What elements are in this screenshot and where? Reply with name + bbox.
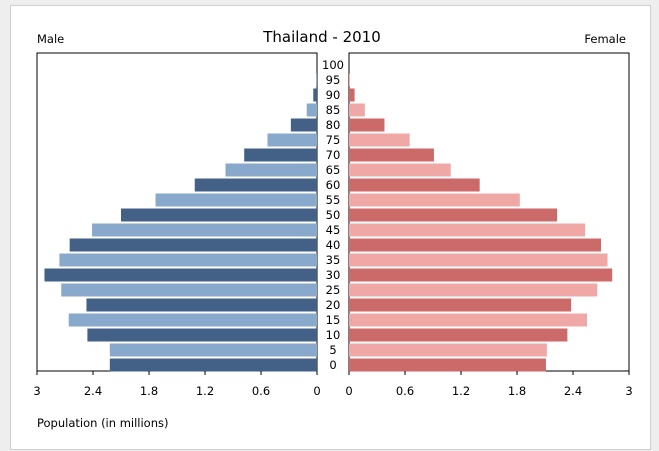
male-tick-label: 3 (33, 384, 40, 398)
female-tick-label: 1.2 (452, 384, 470, 398)
age-label-90: 90 (326, 88, 341, 102)
age-label-65: 65 (326, 163, 341, 177)
age-label-40: 40 (326, 238, 341, 252)
female-bar-35 (349, 253, 608, 267)
male-bars (44, 73, 318, 372)
male-bar-65 (225, 163, 317, 177)
female-bar-85 (349, 103, 365, 117)
male-bar-35 (59, 253, 318, 267)
age-labels: 0510152025303540455055606570758085909510… (322, 58, 344, 372)
age-label-0: 0 (329, 358, 336, 372)
male-bar-20 (86, 298, 317, 312)
female-bar-75 (349, 133, 410, 147)
female-bar-70 (349, 148, 434, 162)
age-label-10: 10 (326, 328, 341, 342)
age-label-80: 80 (326, 118, 341, 132)
male-bar-70 (244, 148, 317, 162)
male-bar-85 (306, 103, 317, 117)
female-bars (349, 73, 613, 372)
female-bar-25 (349, 283, 598, 297)
population-pyramid-chart: Thailand - 2010 Male Female 051015202530… (33, 28, 633, 430)
male-tick-label: 0 (313, 384, 320, 398)
male-bar-45 (92, 223, 317, 237)
age-label-75: 75 (326, 133, 341, 147)
female-bar-80 (349, 118, 385, 132)
male-bar-30 (44, 268, 317, 282)
male-bar-60 (194, 178, 317, 192)
age-label-55: 55 (326, 193, 341, 207)
age-label-60: 60 (326, 178, 341, 192)
male-bar-25 (61, 283, 318, 297)
female-bar-55 (349, 193, 520, 207)
age-label-25: 25 (326, 283, 341, 297)
female-label: Female (584, 32, 626, 46)
male-bar-40 (69, 238, 317, 252)
female-tick-label: 0 (345, 384, 352, 398)
female-bar-90 (349, 88, 355, 102)
x-axis-label: Population (in millions) (37, 416, 169, 430)
male-bar-0 (109, 358, 317, 372)
female-bar-45 (349, 223, 586, 237)
female-axis-ticks: 0 0.6 1.2 1.8 2.4 3 (345, 371, 633, 398)
male-bar-75 (267, 133, 317, 147)
female-bar-10 (349, 328, 568, 342)
female-bar-65 (349, 163, 451, 177)
male-bar-10 (87, 328, 318, 342)
male-bar-90 (313, 88, 317, 102)
female-tick-label: 3 (625, 384, 632, 398)
age-label-50: 50 (326, 208, 341, 222)
male-axis-ticks: 0 0.6 1.2 1.8 2.4 3 (33, 371, 321, 398)
age-label-70: 70 (326, 148, 341, 162)
age-label-15: 15 (326, 313, 341, 327)
male-label: Male (37, 32, 64, 46)
age-label-35: 35 (326, 253, 341, 267)
male-bar-50 (121, 208, 317, 222)
male-bar-95 (316, 73, 317, 87)
female-bar-15 (349, 313, 587, 327)
female-bar-40 (349, 238, 601, 252)
female-tick-label: 2.4 (564, 384, 582, 398)
male-bar-55 (155, 193, 317, 207)
female-tick-label: 0.6 (396, 384, 414, 398)
age-label-5: 5 (329, 343, 336, 357)
female-bar-5 (349, 343, 547, 357)
female-bar-95 (349, 73, 350, 87)
female-bar-30 (349, 268, 613, 282)
male-tick-label: 2.4 (84, 384, 102, 398)
female-bar-50 (349, 208, 558, 222)
age-label-30: 30 (326, 268, 341, 282)
age-label-20: 20 (326, 298, 341, 312)
male-bar-5 (109, 343, 317, 357)
age-label-45: 45 (326, 223, 341, 237)
age-label-100: 100 (322, 58, 344, 72)
chart-frame: Thailand - 2010 Male Female 0 5 10 15 20 25 30… (10, 5, 651, 450)
female-bar-0 (349, 358, 546, 372)
age-label-85: 85 (326, 103, 341, 117)
male-tick-label: 1.8 (140, 384, 158, 398)
female-bar-20 (349, 298, 572, 312)
chart-title: Thailand - 2010 (262, 28, 381, 46)
male-tick-label: 1.2 (196, 384, 214, 398)
female-tick-label: 1.8 (508, 384, 526, 398)
male-bar-15 (68, 313, 317, 327)
female-bar-60 (349, 178, 480, 192)
male-bar-80 (290, 118, 317, 132)
age-label-95: 95 (326, 73, 341, 87)
male-tick-label: 0.6 (252, 384, 270, 398)
